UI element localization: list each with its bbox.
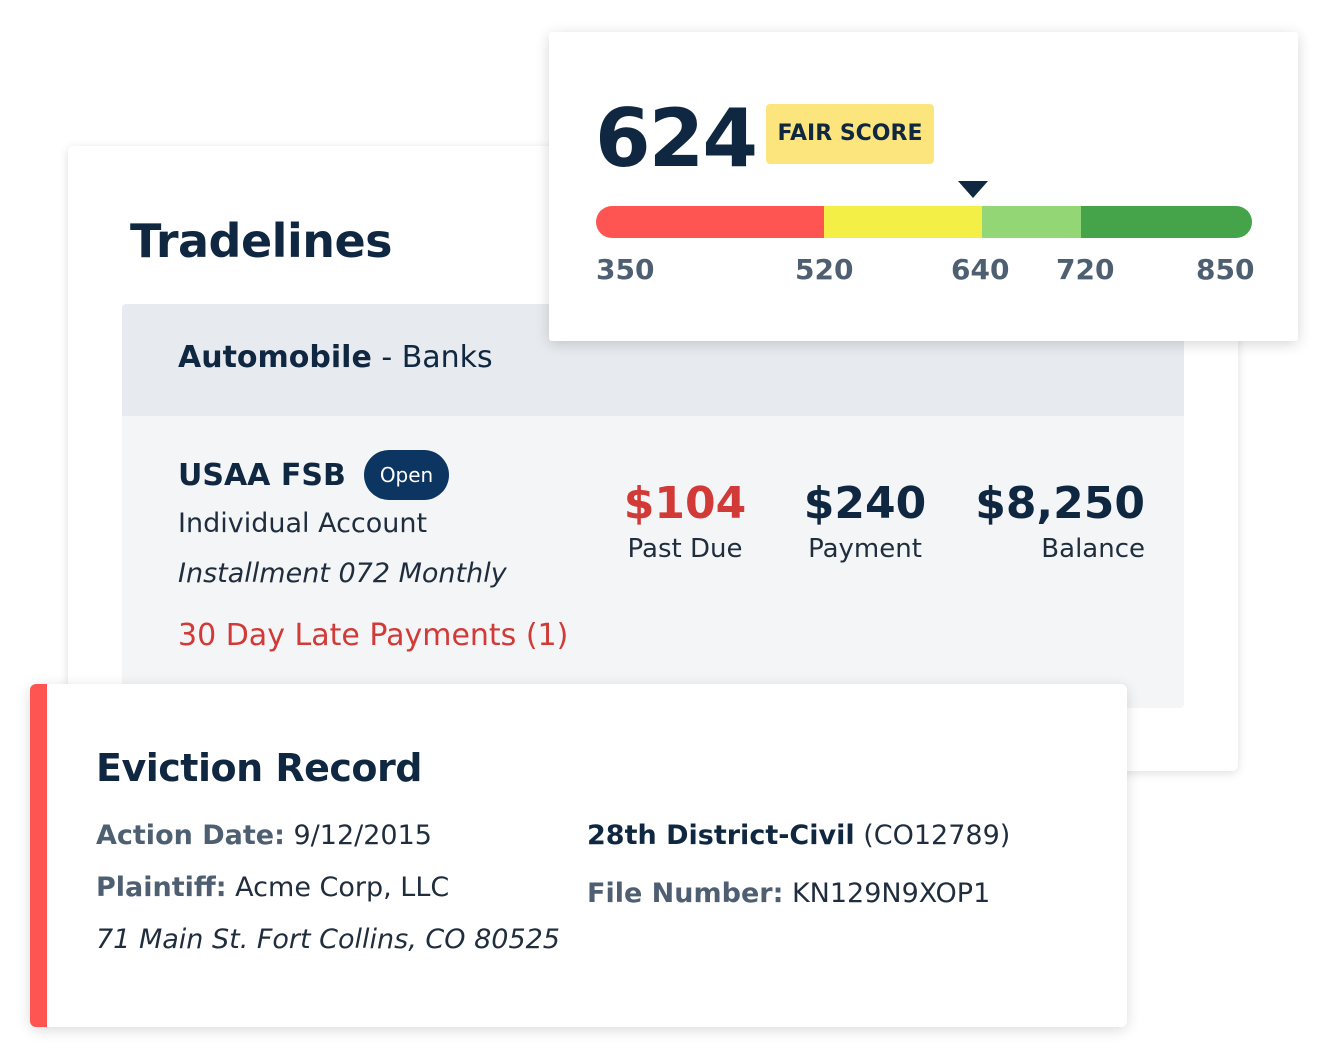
- payment-value: $240: [803, 478, 927, 529]
- file-number-value: KN129N9XOP1: [791, 878, 991, 909]
- eviction-record-card[interactable]: Eviction Record Action Date: 9/12/2015 P…: [30, 684, 1127, 1027]
- plaintiff-label: Plaintiff:: [96, 872, 227, 903]
- action-date-value: 9/12/2015: [293, 820, 432, 851]
- score-segment-good: [982, 206, 1081, 238]
- category-type: Banks: [401, 340, 493, 375]
- file-number-label: File Number:: [587, 878, 784, 909]
- payment-label: Payment: [808, 534, 922, 564]
- creditor-name: USAA FSB: [178, 457, 346, 493]
- tradeline-category: Automobile - Banks: [178, 340, 493, 375]
- account-type: Individual Account: [178, 508, 428, 539]
- past-due-label: Past Due: [627, 534, 743, 564]
- score-pointer-icon: [958, 181, 988, 198]
- score-tick-label: 720: [1056, 253, 1115, 286]
- court: 28th District-Civil (CO12789): [587, 820, 1010, 851]
- tradeline-account-row[interactable]: USAA FSB Open Individual Account Install…: [122, 416, 1184, 708]
- status-badge: Open: [363, 450, 450, 500]
- court-name: 28th District-Civil: [587, 820, 855, 851]
- eviction-accent-bar: [30, 684, 47, 1027]
- balance-label: Balance: [1041, 534, 1145, 564]
- score-tick-label: 520: [795, 253, 854, 286]
- balance-stat: $8,250 Balance: [970, 476, 1145, 566]
- score-tick-label: 850: [1196, 253, 1255, 286]
- tradeline-category-header: Automobile - Banks: [122, 304, 1184, 416]
- action-date: Action Date: 9/12/2015: [96, 820, 432, 851]
- score-rating-badge: FAIR SCORE: [766, 104, 934, 164]
- category-separator: -: [371, 340, 402, 375]
- court-code: (CO12789): [863, 820, 1011, 851]
- creditor-row: USAA FSB Open: [178, 450, 450, 500]
- score-segment-fair: [824, 206, 982, 238]
- past-due-value: $104: [623, 478, 747, 529]
- file-number: File Number: KN129N9XOP1: [587, 878, 990, 909]
- balance-value: $8,250: [975, 478, 1145, 529]
- plaintiff-address: 71 Main St. Fort Collins, CO 80525: [96, 924, 560, 955]
- tradelines-title: Tradelines: [130, 214, 393, 268]
- score-tick-label: 350: [596, 253, 655, 286]
- payment-stat: $240 Payment: [790, 476, 940, 566]
- action-date-label: Action Date:: [96, 820, 285, 851]
- account-terms: Installment 072 Monthly: [178, 558, 507, 589]
- plaintiff: Plaintiff: Acme Corp, LLC: [96, 872, 449, 903]
- plaintiff-value: Acme Corp, LLC: [235, 872, 450, 903]
- score-tick-label: 640: [951, 253, 1010, 286]
- score-segment-excellent: [1081, 206, 1252, 238]
- category-name: Automobile: [178, 340, 372, 375]
- eviction-title: Eviction Record: [96, 746, 422, 790]
- late-payments: 30 Day Late Payments (1): [178, 618, 569, 653]
- past-due-stat: $104 Past Due: [610, 476, 760, 566]
- credit-score-value: 624: [595, 92, 758, 185]
- score-range-bar: [596, 206, 1252, 238]
- score-segment-poor: [596, 206, 824, 238]
- credit-score-card: 624 FAIR SCORE 350 520 640 720 850: [549, 32, 1298, 341]
